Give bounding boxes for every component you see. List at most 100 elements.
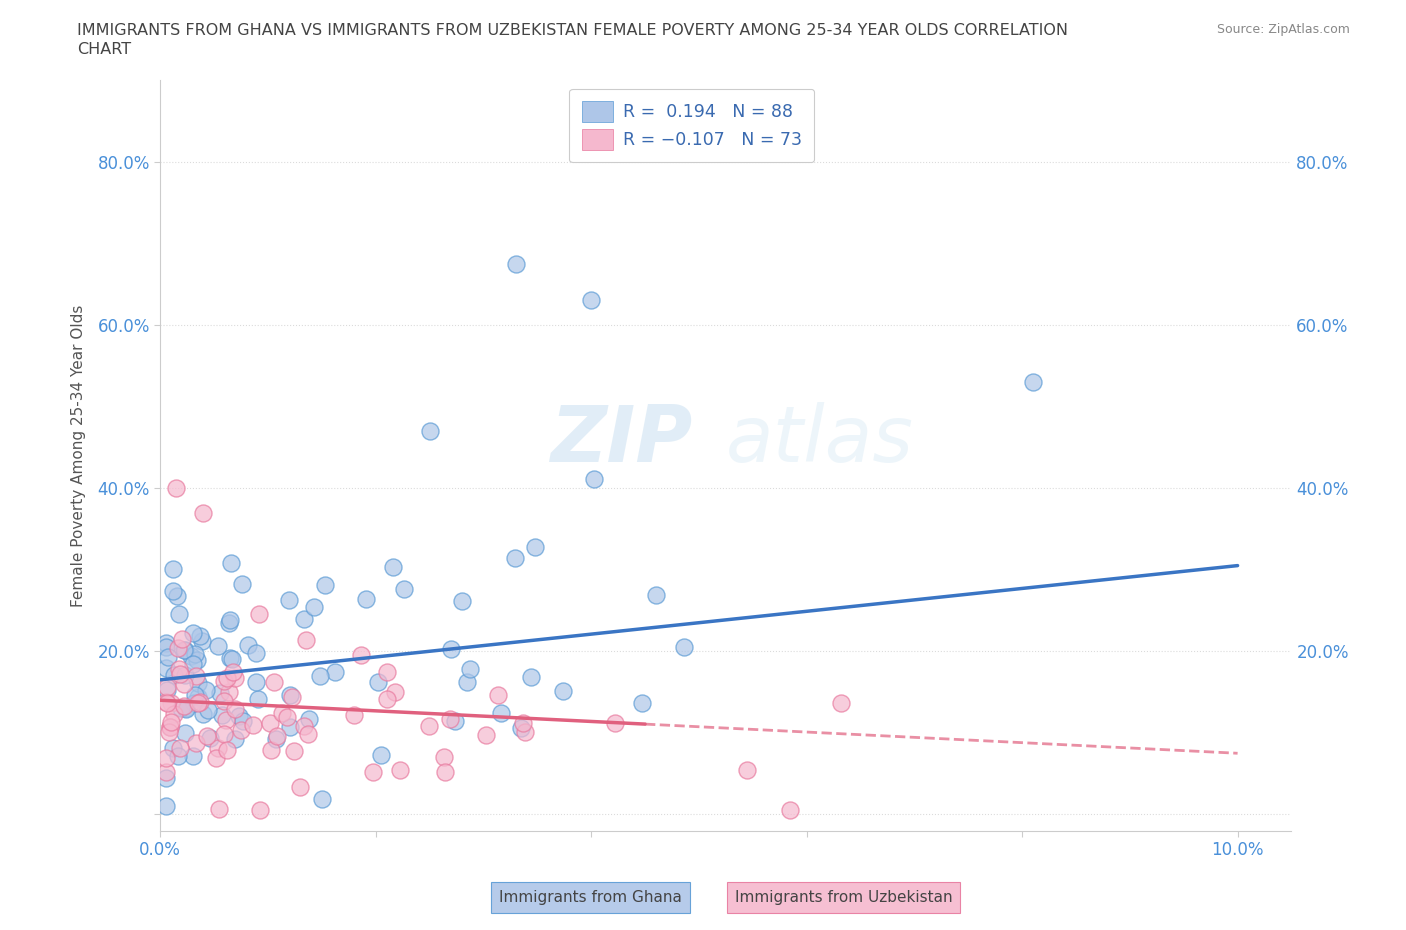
Point [1022, 375, 1045, 390]
Point [191, 633, 214, 648]
Point [418, 719, 440, 734]
Point [363, 764, 385, 779]
Point [270, 706, 292, 721]
Text: Immigrants from Uzbekistan: Immigrants from Uzbekistan [735, 890, 952, 905]
Point [188, 629, 211, 644]
Point [214, 726, 236, 741]
Point [579, 293, 602, 308]
Point [207, 740, 229, 755]
Point [503, 551, 526, 565]
Point [169, 700, 191, 715]
Point [195, 683, 218, 698]
Point [156, 650, 179, 665]
Point [505, 257, 527, 272]
Point [292, 719, 315, 734]
Point [389, 763, 412, 777]
Point [439, 711, 461, 726]
Point [155, 751, 177, 765]
Point [630, 696, 652, 711]
Text: Source: ZipAtlas.com: Source: ZipAtlas.com [1216, 23, 1350, 36]
Point [343, 708, 366, 723]
Point [475, 728, 498, 743]
Point [219, 556, 242, 571]
Point [169, 741, 191, 756]
Point [228, 709, 250, 724]
Point [162, 584, 184, 599]
Point [159, 720, 181, 735]
Point [266, 732, 288, 747]
Point [382, 559, 405, 574]
Legend: R =  0.194   N = 88, R = −0.107   N = 73: R = 0.194 N = 88, R = −0.107 N = 73 [569, 88, 814, 163]
Point [197, 702, 219, 717]
Point [311, 792, 333, 807]
Point [510, 721, 533, 736]
Point [247, 606, 270, 621]
Point [551, 684, 574, 698]
Point [215, 671, 238, 685]
Point [224, 701, 246, 716]
Point [314, 578, 336, 592]
Point [183, 657, 205, 671]
Text: ZIP: ZIP [550, 403, 692, 478]
Point [156, 696, 179, 711]
Point [278, 687, 301, 702]
Point [167, 662, 190, 677]
Point [187, 695, 209, 710]
Point [281, 690, 304, 705]
Point [173, 668, 195, 683]
Point [260, 743, 283, 758]
Point [159, 696, 181, 711]
Point [644, 588, 666, 603]
Point [174, 725, 197, 740]
Point [205, 751, 228, 766]
Point [155, 660, 177, 675]
Point [218, 612, 240, 627]
Point [208, 802, 231, 817]
Point [450, 593, 472, 608]
Point [433, 750, 456, 764]
Point [218, 616, 240, 631]
Point [489, 706, 512, 721]
Point [392, 582, 415, 597]
Point [160, 715, 183, 730]
Point [222, 665, 245, 680]
Point [229, 722, 252, 737]
Point [513, 724, 536, 739]
Point [247, 692, 270, 707]
Point [582, 472, 605, 486]
Point [297, 726, 319, 741]
Point [486, 687, 509, 702]
Point [166, 749, 188, 764]
Point [214, 673, 236, 688]
Text: IMMIGRANTS FROM GHANA VS IMMIGRANTS FROM UZBEKISTAN FEMALE POVERTY AMONG 25-34 Y: IMMIGRANTS FROM GHANA VS IMMIGRANTS FROM… [77, 23, 1069, 38]
Point [231, 577, 253, 591]
Point [276, 710, 298, 724]
Point [266, 728, 288, 743]
Point [294, 612, 316, 627]
Point [165, 481, 187, 496]
Point [280, 719, 302, 734]
Point [323, 664, 346, 679]
Point [524, 539, 547, 554]
Point [155, 695, 177, 710]
Point [236, 637, 259, 652]
Point [167, 641, 190, 656]
Point [174, 643, 197, 658]
Point [603, 715, 626, 730]
Point [162, 562, 184, 577]
Point [673, 640, 696, 655]
Point [208, 686, 231, 701]
Point [458, 661, 481, 676]
Point [157, 724, 180, 739]
Point [169, 667, 191, 682]
Point [375, 691, 398, 706]
Point [295, 632, 318, 647]
Point [232, 713, 254, 728]
Point [735, 763, 758, 777]
Point [186, 653, 208, 668]
Point [211, 708, 233, 723]
Point [184, 647, 207, 662]
Point [512, 715, 534, 730]
Point [224, 671, 246, 685]
Point [187, 690, 209, 705]
